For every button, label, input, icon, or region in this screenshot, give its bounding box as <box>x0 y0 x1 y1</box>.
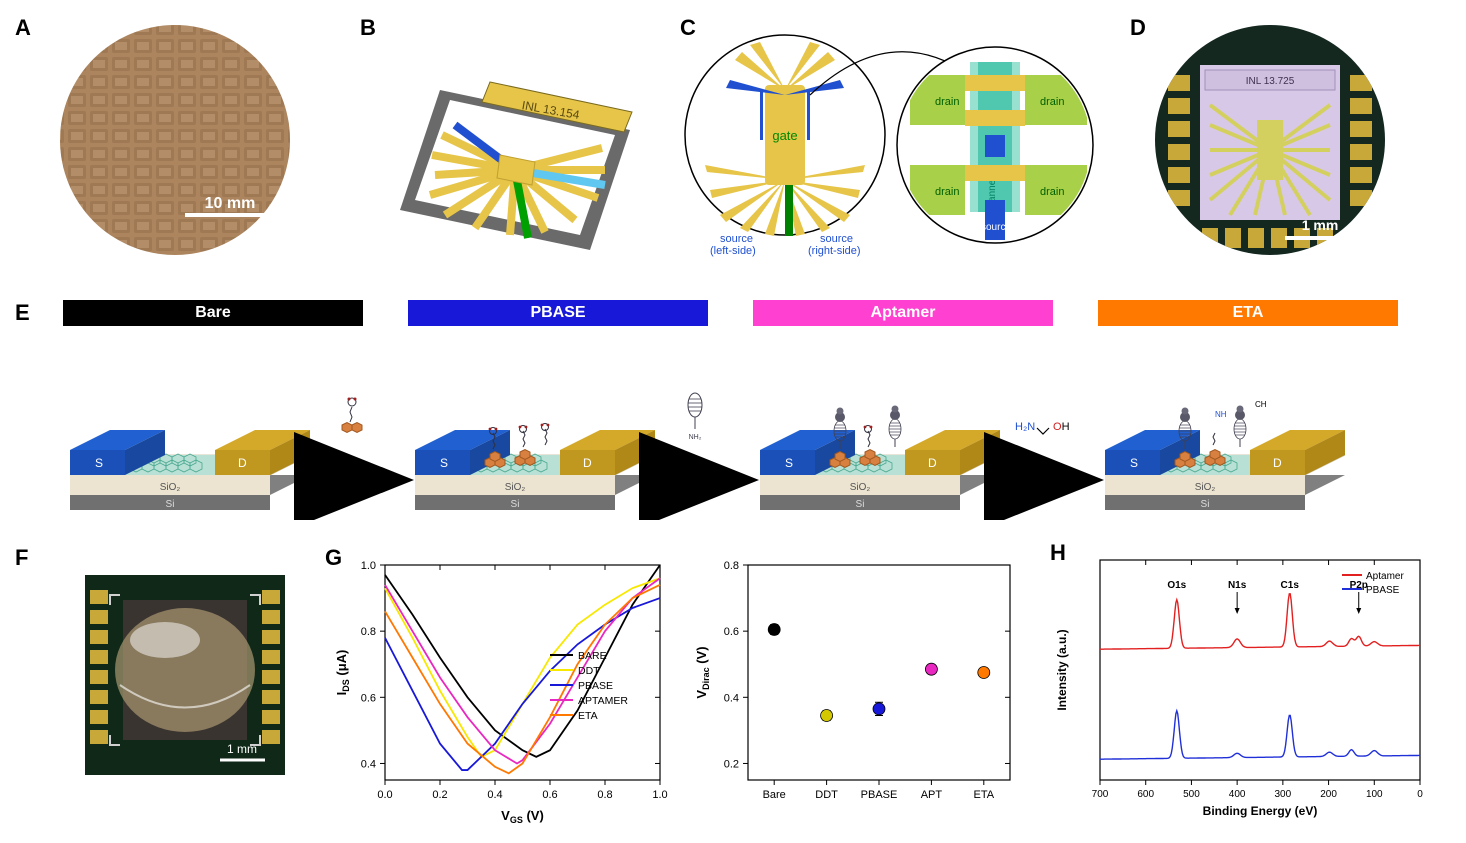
svg-text:OH: OH <box>1053 421 1070 433</box>
svg-text:700: 700 <box>1092 789 1109 800</box>
stage-header-eta: ETA <box>1098 300 1398 326</box>
svg-text:(right-side): (right-side) <box>808 245 861 257</box>
svg-text:10 mm: 10 mm <box>205 195 256 212</box>
svg-text:DDT: DDT <box>578 665 600 677</box>
svg-text:drain: drain <box>1040 96 1064 108</box>
svg-text:0: 0 <box>1417 789 1423 800</box>
svg-text:APT: APT <box>921 789 943 801</box>
svg-text:source: source <box>720 233 753 245</box>
fanout-diagram: gate source (left-side) source (right-si… <box>680 20 1100 260</box>
panel-e: S D SiO₂ Si <box>45 300 1425 520</box>
svg-text:0.4: 0.4 <box>361 758 376 770</box>
svg-text:PBASE: PBASE <box>861 789 898 801</box>
svg-text:Aptamer: Aptamer <box>1366 571 1404 582</box>
svg-text:0.4: 0.4 <box>724 692 739 704</box>
panel-d: INL 13.725 1 mm <box>1130 20 1410 260</box>
svg-text:1.0: 1.0 <box>361 560 376 572</box>
svg-text:200: 200 <box>1320 789 1337 800</box>
svg-text:DDT: DDT <box>815 789 838 801</box>
svg-text:0.6: 0.6 <box>542 789 557 801</box>
svg-text:source: source <box>981 222 1011 233</box>
panel-c: gate source (left-side) source (right-si… <box>680 20 1100 260</box>
svg-text:PBASE: PBASE <box>578 680 613 692</box>
svg-text:0.6: 0.6 <box>361 692 376 704</box>
svg-text:0.8: 0.8 <box>597 789 612 801</box>
svg-text:Bare: Bare <box>763 789 786 801</box>
panel-g: 0.0 0.2 0.4 0.6 0.8 1.0 0.4 0.6 0.8 1.0 BARE DDT PBA… <box>330 545 1020 825</box>
wafer-photo: 10 mm <box>45 20 305 260</box>
svg-text:APTAMER: APTAMER <box>578 695 628 707</box>
panel-f: 1 mm <box>45 545 305 825</box>
panel-h: 0100200300400500600700O1sN1sC1sP2pAptame… <box>1050 545 1430 825</box>
svg-text:H₂N: H₂N <box>1015 421 1035 433</box>
svg-text:0.2: 0.2 <box>724 758 739 770</box>
ids-vgs-chart: 0.0 0.2 0.4 0.6 0.8 1.0 0.4 0.6 0.8 1.0 BARE DDT PBA… <box>330 550 670 825</box>
svg-text:C1s: C1s <box>1281 580 1300 591</box>
svg-text:1 mm: 1 mm <box>1302 217 1339 233</box>
svg-text:NH₂: NH₂ <box>689 434 702 441</box>
svg-text:N1s: N1s <box>1228 580 1247 591</box>
stage-header-pbase: PBASE <box>408 300 708 326</box>
panel-f-label: F <box>15 545 28 571</box>
svg-text:INL 13.725: INL 13.725 <box>1246 76 1295 87</box>
svg-text:VGS (V): VGS (V) <box>501 808 544 825</box>
panel-a: 10 mm <box>45 20 305 260</box>
svg-text:100: 100 <box>1366 789 1383 800</box>
svg-text:0.4: 0.4 <box>487 789 502 801</box>
svg-text:400: 400 <box>1229 789 1246 800</box>
svg-text:drain: drain <box>1040 186 1064 198</box>
svg-text:600: 600 <box>1137 789 1154 800</box>
svg-text:(left-side): (left-side) <box>710 245 756 257</box>
svg-text:gate: gate <box>772 128 797 143</box>
svg-text:1 mm: 1 mm <box>227 742 257 756</box>
panel-a-label: A <box>15 15 31 41</box>
svg-text:1.0: 1.0 <box>652 789 667 801</box>
svg-text:BARE: BARE <box>578 650 607 662</box>
svg-text:IDS (μA): IDS (μA) <box>334 650 351 696</box>
svg-text:ETA: ETA <box>578 710 598 722</box>
vdirac-chart: 0.2 0.4 0.6 0.8 Bare DDT PBASE APT ETA VDirac (V) <box>690 550 1020 825</box>
svg-text:ETA: ETA <box>974 789 995 801</box>
svg-text:VDirac (V): VDirac (V) <box>694 646 711 698</box>
svg-text:300: 300 <box>1275 789 1292 800</box>
stage-header-aptamer: Aptamer <box>753 300 1053 326</box>
svg-text:0.8: 0.8 <box>361 626 376 638</box>
svg-text:0.0: 0.0 <box>377 789 392 801</box>
panel-e-label: E <box>15 300 30 326</box>
svg-text:drain: drain <box>935 186 959 198</box>
svg-text:source: source <box>820 233 853 245</box>
svg-text:0.2: 0.2 <box>432 789 447 801</box>
svg-text:O1s: O1s <box>1167 580 1186 591</box>
droplet-photo: 1 mm <box>45 545 305 805</box>
chip-photo: INL 13.725 1 mm <box>1130 20 1410 260</box>
stage-header-bare: Bare <box>63 300 363 326</box>
svg-text:CH: CH <box>1255 400 1267 409</box>
svg-text:0.8: 0.8 <box>724 560 739 572</box>
svg-text:500: 500 <box>1183 789 1200 800</box>
svg-text:Intensity (a.u.): Intensity (a.u.) <box>1055 629 1069 710</box>
svg-text:drain: drain <box>935 96 959 108</box>
svg-text:Binding Energy (eV): Binding Energy (eV) <box>1203 804 1318 818</box>
panel-b: INL 13.154 <box>360 20 660 260</box>
svg-text:0.6: 0.6 <box>724 626 739 638</box>
svg-text:NH: NH <box>1215 410 1227 419</box>
xps-chart: 0100200300400500600700O1sN1sC1sP2pAptame… <box>1050 545 1430 820</box>
chip-3d-render: INL 13.154 <box>360 20 660 260</box>
svg-text:PBASE: PBASE <box>1366 585 1400 596</box>
functionalization-stages: S D SiO₂ Si <box>45 300 1425 520</box>
